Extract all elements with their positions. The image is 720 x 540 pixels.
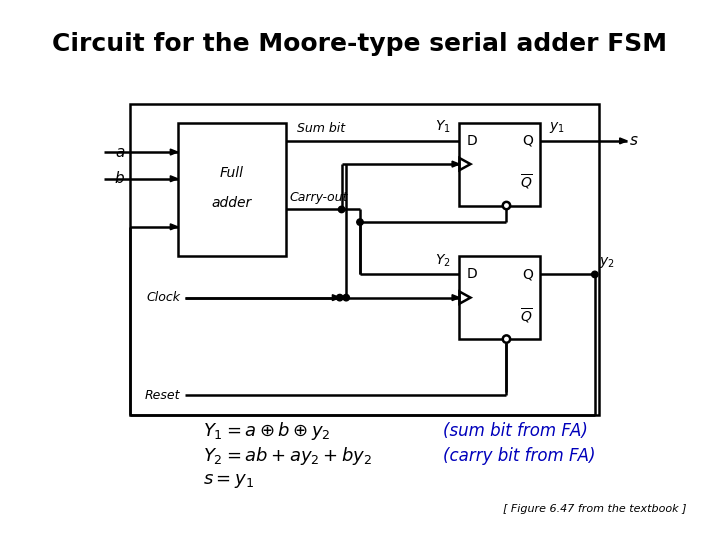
Text: $Y_2 = ab + ay_2 + by_2$: $Y_2 = ab + ay_2 + by_2$ bbox=[204, 445, 373, 467]
Bar bbox=[459, 123, 541, 206]
Text: a: a bbox=[115, 145, 125, 159]
Text: $\overline{Q}$: $\overline{Q}$ bbox=[520, 306, 533, 326]
Polygon shape bbox=[171, 176, 178, 181]
Text: adder: adder bbox=[212, 196, 252, 210]
Text: $y_2$: $y_2$ bbox=[600, 255, 615, 270]
Text: Sum bit: Sum bit bbox=[297, 123, 346, 136]
Text: Reset: Reset bbox=[145, 389, 181, 402]
Text: [ Figure 6.47 from the textbook ]: [ Figure 6.47 from the textbook ] bbox=[503, 504, 687, 514]
Text: $y_1$: $y_1$ bbox=[549, 120, 565, 136]
Text: $Y_1$: $Y_1$ bbox=[434, 119, 450, 136]
Circle shape bbox=[503, 335, 510, 343]
Polygon shape bbox=[171, 224, 178, 230]
Text: Circuit for the Moore-type serial adder FSM: Circuit for the Moore-type serial adder … bbox=[53, 32, 667, 56]
Polygon shape bbox=[333, 295, 340, 301]
Polygon shape bbox=[452, 295, 459, 301]
Text: b: b bbox=[114, 171, 125, 186]
Circle shape bbox=[336, 294, 343, 301]
Text: Carry-out: Carry-out bbox=[289, 191, 348, 204]
Circle shape bbox=[357, 219, 363, 225]
Circle shape bbox=[592, 271, 598, 278]
Text: s: s bbox=[630, 133, 638, 148]
Text: Q: Q bbox=[522, 134, 533, 148]
Text: $Y_1 = a \oplus b \oplus y_2$: $Y_1 = a \oplus b \oplus y_2$ bbox=[204, 420, 331, 442]
Text: $\overline{Q}$: $\overline{Q}$ bbox=[520, 173, 533, 192]
Bar bbox=[178, 123, 287, 256]
Circle shape bbox=[503, 202, 510, 209]
Text: D: D bbox=[467, 267, 477, 281]
Text: (sum bit from FA): (sum bit from FA) bbox=[443, 422, 588, 440]
Circle shape bbox=[338, 206, 345, 213]
Polygon shape bbox=[171, 149, 178, 155]
Text: (carry bit from FA): (carry bit from FA) bbox=[443, 447, 595, 465]
Text: Clock: Clock bbox=[146, 291, 181, 304]
Bar bbox=[130, 104, 600, 415]
Text: Full: Full bbox=[220, 166, 244, 180]
Polygon shape bbox=[452, 161, 459, 167]
Text: D: D bbox=[467, 134, 477, 148]
Text: Q: Q bbox=[522, 267, 533, 281]
Circle shape bbox=[343, 294, 349, 301]
Text: $s = y_1$: $s = y_1$ bbox=[204, 472, 254, 490]
Bar bbox=[459, 256, 541, 339]
Polygon shape bbox=[620, 138, 627, 144]
Text: $Y_2$: $Y_2$ bbox=[435, 253, 450, 269]
